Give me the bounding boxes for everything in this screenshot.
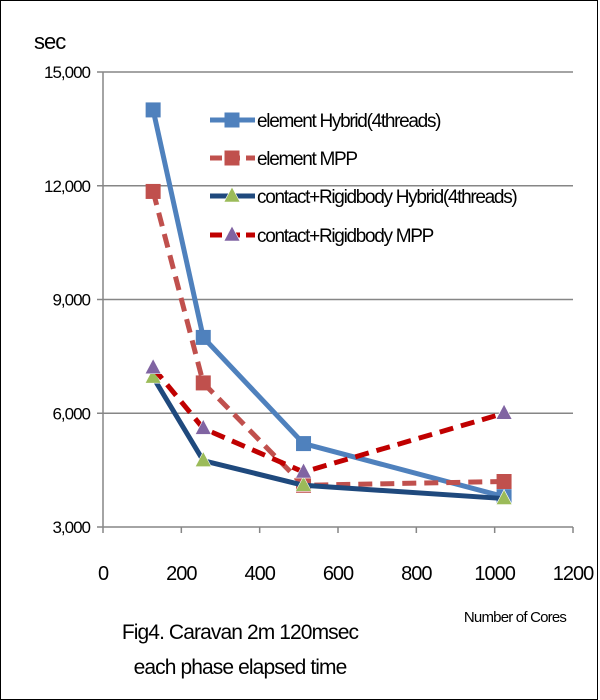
y-tick-label-2: 9,000 [52,291,90,310]
data-point-2-1 [194,451,212,467]
series-3 [144,358,513,479]
figure-caption-line2: each phase elapsed time [133,656,348,679]
x-tick-label-4: 800 [401,563,432,585]
legend-marker-1 [224,150,240,166]
legend: element Hybrid(4threads) element MPP conta… [210,111,519,247]
legend-marker-3 [223,225,241,242]
y-tick-label-3: 12,000 [44,177,91,196]
legend-marker-0 [224,112,240,128]
data-point-2-2 [295,475,313,492]
series-line-1 [150,190,505,488]
legend-label-1: element MPP [257,149,357,170]
series-2 [144,367,513,505]
line-chart: 3,000 6,000 9,000 12,000 15,000 0 200 400 600 80… [34,29,595,626]
y-axis-title: sec [34,29,66,54]
x-axis-title: Number of Cores [464,609,567,626]
y-tick-label-1: 6,000 [52,404,90,423]
y-tick-label-0: 3,000 [52,518,90,537]
series-line-3 [151,366,505,475]
legend-item-1: element MPP [210,149,359,170]
series-line-0 [150,109,505,500]
legend-label-3: contact+Rigidbody MPP [257,226,434,247]
data-point-2-3 [495,488,513,505]
series-layer [144,102,513,505]
x-tick-label-1: 200 [166,563,197,585]
x-tick-label-6: 1200 [553,563,594,585]
x-tick-label-5: 1000 [474,563,515,585]
data-point-0-1 [195,329,211,345]
data-point-3-1 [194,418,212,435]
legend-item-2: contact+Rigidbody Hybrid(4threads) [210,186,519,208]
x-tick-label-3: 600 [323,563,354,585]
legend-marker-2 [223,186,241,203]
legend-item-0: element Hybrid(4threads) [210,111,442,132]
x-tick-label-2: 400 [244,563,275,585]
data-point-1-3 [496,474,512,489]
axes [102,72,573,528]
data-point-1-1 [195,375,211,391]
series-line-2 [150,375,505,502]
figure-caption-line1: Fig4. Caravan 2m 120msec [121,621,359,644]
data-point-3-2 [295,462,313,479]
data-point-1-0 [145,183,161,199]
legend-label-2: contact+Rigidbody Hybrid(4threads) [257,187,517,208]
data-point-3-3 [495,403,513,420]
legend-label-0: element Hybrid(4threads) [257,111,441,132]
x-tick-labels: 0 200 400 600 800 1000 1200 [98,563,595,585]
data-point-0-0 [145,102,161,118]
x-tick-label-0: 0 [98,563,109,585]
data-point-3-0 [144,358,162,375]
data-point-0-2 [296,436,312,452]
legend-item-3: contact+Rigidbody MPP [210,225,435,247]
y-tick-labels: 3,000 6,000 9,000 12,000 15,000 [44,63,92,537]
y-tick-label-4: 15,000 [44,63,91,82]
